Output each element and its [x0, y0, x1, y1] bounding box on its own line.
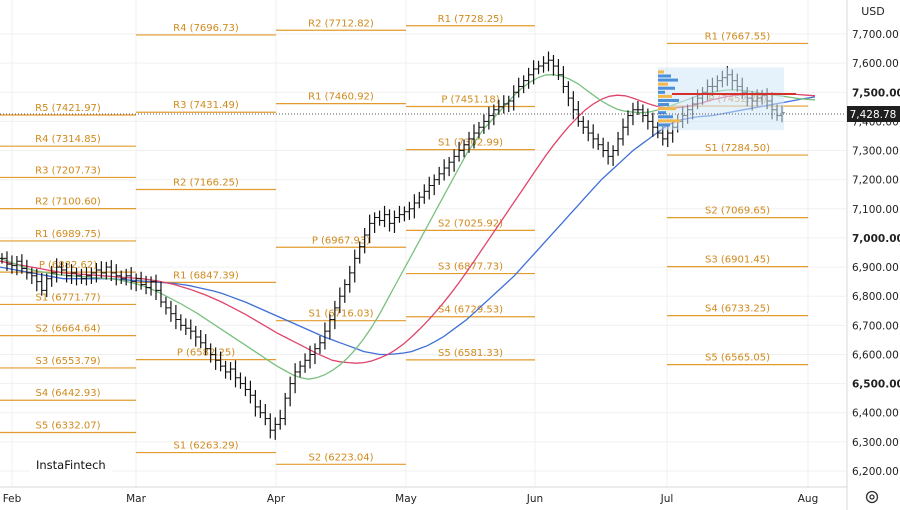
- y-tick-label: 6,400.00: [852, 408, 899, 420]
- price-bars: [0, 51, 785, 440]
- pivot-label: S2 (6223.04): [308, 452, 373, 463]
- x-tick-label: Feb: [3, 493, 22, 505]
- pivot-label: R1 (7460.92): [308, 92, 374, 103]
- profile-bar: [658, 90, 665, 94]
- pivot-label: R2 (7712.82): [308, 18, 374, 29]
- profile-bar: [658, 123, 670, 127]
- profile-bar: [658, 107, 676, 111]
- pivot-label: R2 (7166.25): [173, 177, 239, 188]
- y-tick-label: 6,600.00: [852, 349, 899, 361]
- pivot-label: S2 (7025.92): [438, 218, 503, 229]
- x-tick-label: Mar: [126, 493, 146, 505]
- profile-bar: [658, 111, 666, 115]
- profile-bar: [658, 82, 668, 86]
- pivot-label: R4 (7696.73): [173, 23, 239, 34]
- profile-bar: [658, 103, 669, 107]
- profile-bar: [658, 94, 672, 98]
- currency-selector[interactable]: USD: [850, 2, 896, 20]
- last-price-value: 7,428.78: [850, 109, 897, 121]
- pivot-label: S3 (6901.45): [705, 255, 770, 266]
- pivot-label: R2 (7100.60): [35, 197, 101, 208]
- x-tick-label: Apr: [267, 493, 286, 505]
- pivot-label: P (6967.93): [312, 235, 370, 246]
- pivot-label: S4 (6733.25): [705, 304, 770, 315]
- y-tick-label: 7,700.00: [852, 29, 899, 41]
- pivot-label: R1 (7667.55): [705, 31, 771, 42]
- y-tick-label: 7,200.00: [852, 175, 899, 187]
- pivot-label: S5 (6581.33): [438, 348, 503, 359]
- y-tick-label: 7,400.00: [852, 116, 899, 128]
- pivot-label: S4 (6442.93): [35, 388, 100, 399]
- y-tick-label: 7,600.00: [852, 58, 899, 70]
- pivot-label: R1 (6847.39): [173, 270, 239, 281]
- pivot-label: P (7451.18): [441, 94, 499, 105]
- pivot-label: S4 (6729.53): [438, 305, 503, 316]
- x-tick-label: Aug: [798, 493, 819, 505]
- pivot-label: S1 (6263.29): [173, 441, 238, 452]
- pivot-label: P (6882.62): [39, 260, 97, 271]
- y-tick-label: 6,500.00: [852, 379, 900, 391]
- pivot-label: S3 (6553.79): [35, 356, 100, 367]
- y-tick-label: 6,300.00: [852, 437, 899, 449]
- y-tick-label: 7,100.00: [852, 204, 899, 216]
- x-tick-label: May: [395, 493, 417, 505]
- last-price-tag: 7,428.78: [847, 106, 900, 122]
- price-axis: 7,700.00 7,600.00 7,500.00 7,400.00 7,300.00…: [852, 29, 900, 478]
- pivot-label: S1 (7284.50): [705, 143, 770, 154]
- profile-bar: [658, 86, 675, 90]
- pivot-label: R1 (6989.75): [35, 229, 101, 240]
- chart-grid: [0, 0, 846, 487]
- profile-bar: [658, 70, 664, 74]
- y-tick-label: 6,200.00: [852, 466, 899, 478]
- pivot-label: S1 (6771.77): [35, 292, 100, 303]
- y-tick-label: 7,300.00: [852, 146, 899, 158]
- profile-bar: [658, 115, 673, 119]
- y-tick-label: 6,900.00: [852, 262, 899, 274]
- pivot-label: R1 (7728.25): [438, 14, 504, 25]
- y-tick-label: 6,700.00: [852, 320, 899, 332]
- y-tick-label: 7,000.00: [852, 233, 900, 245]
- pivot-label: S5 (6332.07): [35, 421, 100, 432]
- pivot-label: S1 (7302.99): [438, 138, 503, 149]
- watermark-box: InstaFintech: [30, 448, 112, 482]
- pivot-label: S2 (6664.64): [35, 324, 100, 335]
- ma-red-line: [0, 92, 816, 364]
- pivot-label: R3 (7431.49): [173, 100, 239, 111]
- settings-icon[interactable]: [862, 488, 882, 506]
- volume-profile: [658, 67, 796, 131]
- y-tick-label: 7,500.00: [852, 87, 900, 99]
- pivot-label: R3 (7207.73): [35, 165, 101, 176]
- y-tick-label: 6,800.00: [852, 291, 899, 303]
- pivot-label: R4 (7314.85): [35, 134, 101, 145]
- profile-bar: [658, 119, 680, 123]
- pivot-label: R5 (7421.97): [35, 103, 101, 114]
- x-tick-label: Jun: [526, 493, 543, 505]
- x-tick-label: Jul: [660, 493, 674, 505]
- pivot-label: S5 (6565.05): [705, 353, 770, 364]
- pivot-label: S2 (7069.65): [705, 206, 770, 217]
- profile-bar: [658, 98, 679, 102]
- pivot-label: S1 (6716.03): [308, 309, 373, 320]
- time-axis: Feb Mar Apr May Jun Jul Aug: [3, 493, 819, 505]
- profile-bar: [658, 74, 671, 78]
- profile-bar: [658, 78, 678, 82]
- watermark-text: InstaFintech: [36, 458, 106, 472]
